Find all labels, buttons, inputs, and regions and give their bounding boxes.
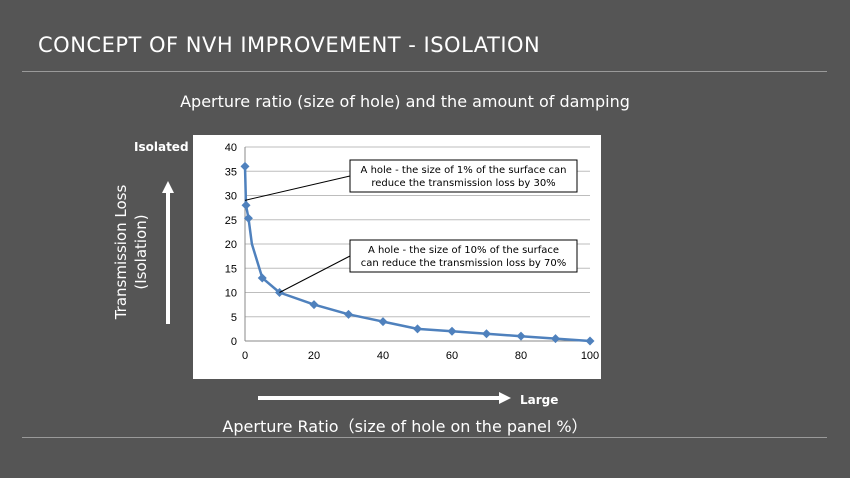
annotation-text: A hole - the size of 10% of the surface: [368, 245, 559, 256]
slide-title: CONCEPT OF NVH IMPROVEMENT - ISOLATION: [38, 33, 541, 57]
annotation-box: [349, 239, 578, 273]
data-point: [551, 334, 560, 344]
data-point: [243, 213, 253, 223]
y-tick-label: 5: [231, 312, 237, 324]
annotation-leader-line: [244, 175, 351, 201]
data-point: [413, 324, 422, 334]
x-tick-label: 80: [515, 350, 527, 362]
right-arrow-icon: [258, 392, 511, 404]
data-point: [378, 317, 388, 327]
data-point: [257, 273, 267, 283]
y-tick-label: 0: [231, 336, 237, 348]
y-tick-label: 15: [225, 263, 237, 275]
data-point: [516, 331, 526, 341]
x-tick-label: 60: [446, 350, 458, 362]
y-tick-label: 20: [225, 239, 237, 251]
y-tick-label: 10: [225, 288, 237, 300]
y-tick-label: 30: [225, 191, 237, 203]
y-tick-label: 40: [225, 142, 237, 154]
data-point: [309, 300, 319, 310]
data-point: [482, 329, 491, 339]
up-arrow-icon: [162, 181, 174, 324]
x-axis-label: Aperture Ratio（size of hole on the panel…: [222, 417, 588, 436]
data-point: [585, 336, 595, 346]
isolated-label: Isolated: [134, 140, 189, 154]
x-tick-label: 100: [581, 350, 599, 362]
x-tick-label: 20: [308, 350, 320, 362]
large-label: Large: [520, 393, 559, 407]
title-divider: [22, 71, 827, 72]
footer-divider: [22, 437, 827, 438]
y-tick-label: 35: [225, 166, 237, 178]
annotation-text: can reduce the transmission loss by 70%: [361, 258, 567, 269]
x-tick-label: 0: [242, 350, 248, 362]
data-point: [240, 161, 250, 171]
data-point: [344, 309, 353, 319]
transmission-loss-chart: 0 5 10 15 20 25 30 35 40 0 20 40 60 80 100 A hole - the…: [193, 135, 601, 379]
annotation-text: reduce the transmission loss by 30%: [371, 178, 555, 189]
data-point: [241, 200, 251, 210]
x-tick-label: 40: [377, 350, 389, 362]
data-point: [447, 326, 457, 336]
annotation-text: A hole - the size of 1% of the surface c…: [361, 165, 567, 176]
chart-subtitle: Aperture ratio (size of hole) and the am…: [180, 92, 630, 111]
y-tick-label: 25: [225, 215, 237, 227]
annotation-leader-line: [279, 255, 351, 293]
annotation-box: [349, 159, 578, 193]
